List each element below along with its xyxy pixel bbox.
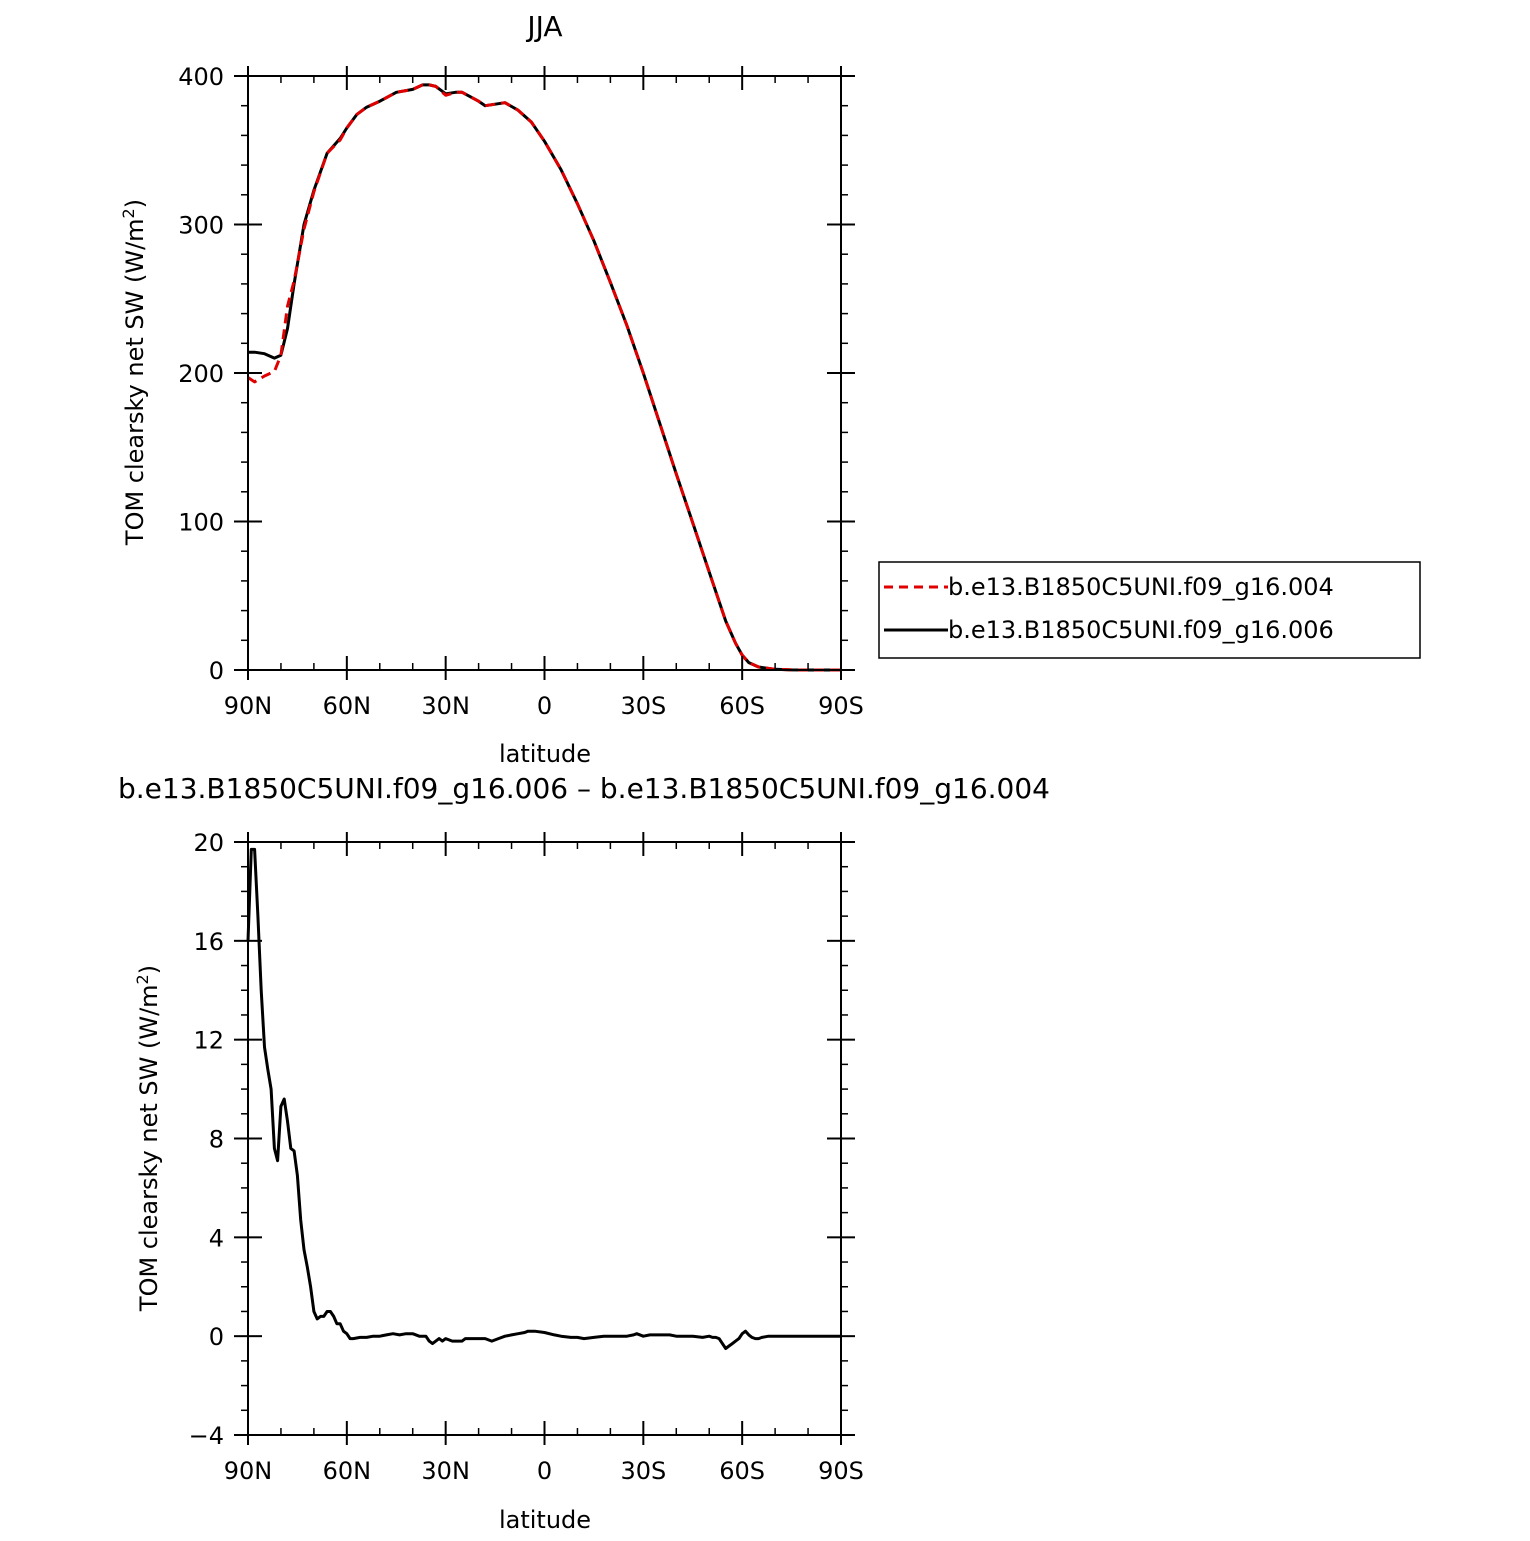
bottom-x-tick-label: 90N — [224, 1457, 273, 1485]
bottom-x-axis-label: latitude — [499, 1506, 591, 1534]
top-x-tick-label: 60N — [323, 692, 372, 720]
top-x-tick-label: 0 — [537, 692, 552, 720]
bottom-y-tick-label: 20 — [193, 829, 224, 857]
top-y-tick-label: 300 — [178, 212, 224, 240]
top-x-tick-label: 60S — [719, 692, 765, 720]
top-x-tick-label: 30N — [421, 692, 470, 720]
legend-label-004: b.e13.B1850C5UNI.f09_g16.004 — [948, 573, 1334, 601]
top-plot-frame — [247, 75, 842, 671]
top-y-tick-label: 100 — [178, 509, 224, 537]
bottom-panel: b.e13.B1850C5UNI.f09_g16.006 – b.e13.B18… — [118, 772, 1050, 1534]
bottom-y-tick-label: 4 — [209, 1224, 224, 1252]
bottom-y-axis-label: TOM clearsky net SW (W/m2) — [133, 965, 164, 1312]
bottom-y-axis-label-sup: 2 — [133, 974, 152, 984]
bottom-y-axis-label-close: ) — [135, 965, 163, 974]
bottom-y-tick-label: −4 — [189, 1422, 224, 1450]
top-y-axis-label-sup: 2 — [119, 208, 138, 218]
top-series-line-1 — [248, 83, 841, 672]
legend-label-006: b.e13.B1850C5UNI.f09_g16.006 — [948, 616, 1334, 644]
top-y-axis-label-text: TOM clearsky net SW (W/m — [121, 218, 149, 546]
top-x-tick-label: 90N — [224, 692, 273, 720]
bottom-series-line-0 — [246, 847, 841, 1350]
bottom-y-tick-label: 16 — [193, 928, 224, 956]
top-y-tick-label: 0 — [209, 657, 224, 685]
top-y-axis-label-close: ) — [121, 199, 149, 208]
bottom-y-tick-label: 0 — [209, 1323, 224, 1351]
bottom-x-tick-label: 60S — [719, 1457, 765, 1485]
top-series-line-0 — [247, 83, 841, 672]
top-x-tick-label: 30S — [620, 692, 666, 720]
top-x-axis-label: latitude — [499, 740, 591, 768]
top-panel: JJA 90N 60N 30N 0 30S 60S 90S 0 100 200 300 400 lat… — [119, 10, 1421, 768]
legend: b.e13.B1850C5UNI.f09_g16.004 b.e13.B1850… — [878, 561, 1421, 659]
top-y-axis-label: TOM clearsky net SW (W/m2) — [119, 199, 150, 546]
bottom-y-axis-label-text: TOM clearsky net SW (W/m — [135, 984, 163, 1312]
bottom-x-tick-label: 30N — [421, 1457, 470, 1485]
bottom-y-tick-label: 12 — [193, 1027, 224, 1055]
top-y-tick-label: 400 — [178, 63, 224, 91]
top-x-tick-label: 90S — [818, 692, 864, 720]
top-y-tick-label: 200 — [178, 360, 224, 388]
bottom-plot-frame — [247, 841, 842, 1436]
legend-box — [878, 561, 1421, 659]
bottom-panel-title: b.e13.B1850C5UNI.f09_g16.006 – b.e13.B18… — [118, 772, 1050, 805]
bottom-x-tick-label: 90S — [818, 1457, 864, 1485]
bottom-x-tick-label: 60N — [323, 1457, 372, 1485]
bottom-y-tick-label: 8 — [209, 1126, 224, 1154]
bottom-x-tick-label: 30S — [620, 1457, 666, 1485]
bottom-x-tick-label: 0 — [537, 1457, 552, 1485]
top-panel-title: JJA — [525, 10, 562, 43]
